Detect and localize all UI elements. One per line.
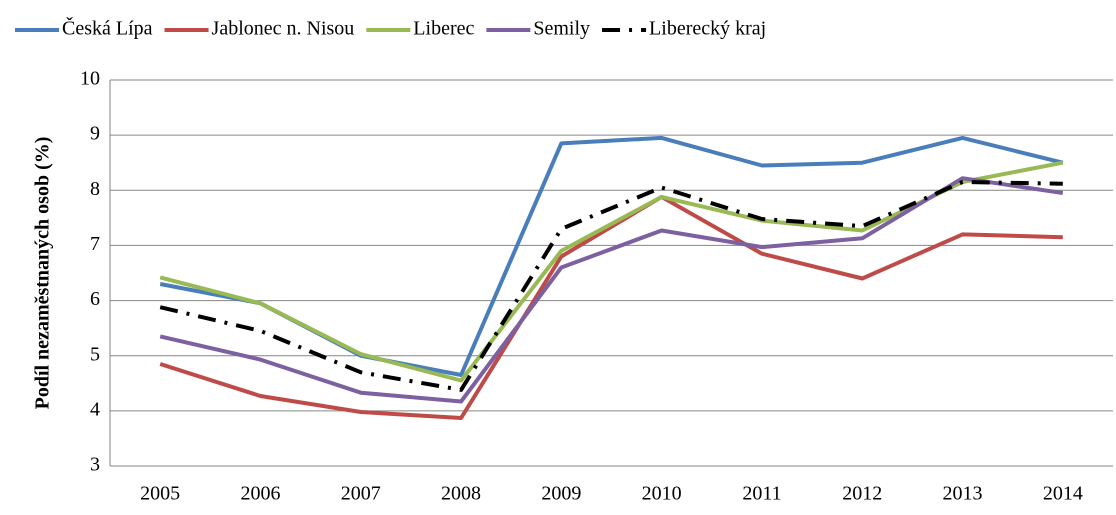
x-tick-label: 2009 xyxy=(541,483,581,505)
x-tick-label: 2006 xyxy=(240,483,280,505)
x-tick-label: 2010 xyxy=(642,483,682,505)
x-tick-label: 2013 xyxy=(943,483,983,505)
y-tick-label: 9 xyxy=(90,123,100,145)
x-tick-label: 2014 xyxy=(1043,483,1083,505)
series-line xyxy=(159,176,1064,404)
y-tick-label: 5 xyxy=(90,343,100,365)
y-tick-label: 4 xyxy=(90,398,100,420)
x-tick-label: 2007 xyxy=(341,483,381,505)
legend-label: Jablonec n. Nisou xyxy=(212,18,355,40)
y-tick-label: 10 xyxy=(80,68,100,90)
y-tick-label: 3 xyxy=(90,454,100,476)
series-line xyxy=(159,180,1063,392)
legend-label: Liberec xyxy=(413,18,474,40)
y-tick-label: 7 xyxy=(90,233,100,255)
y-axis-label: Podíl nezaměstnaných osob (%) xyxy=(32,137,54,410)
x-tick-label: 2012 xyxy=(842,483,882,505)
series-line xyxy=(159,160,1064,383)
legend-label: Liberecký kraj xyxy=(649,18,766,40)
y-tick-label: 8 xyxy=(90,178,100,200)
legend-label: Česká Lípa xyxy=(62,16,153,40)
x-tick-label: 2005 xyxy=(140,483,180,505)
legend-label: Semily xyxy=(533,18,590,40)
x-tick-label: 2011 xyxy=(742,483,781,505)
x-tick-label: 2008 xyxy=(441,483,481,505)
y-tick-label: 6 xyxy=(90,288,100,310)
series-line xyxy=(159,194,1063,420)
series-line xyxy=(159,135,1064,377)
